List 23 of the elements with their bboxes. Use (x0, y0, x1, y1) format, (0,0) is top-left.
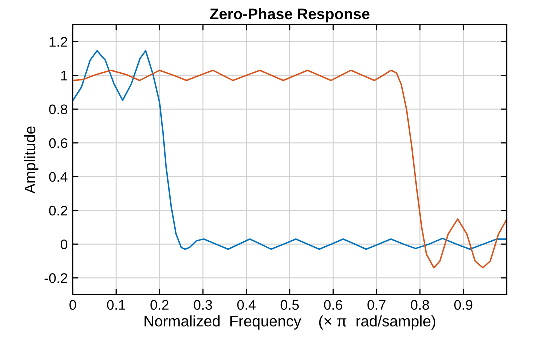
x-tick-label: 0.6 (324, 300, 342, 310)
y-tick-label: 0.6 (49, 138, 68, 148)
x-tick-label: 0.1 (107, 300, 126, 310)
y-axis-title: Amplitude (24, 126, 39, 194)
x-tick-label: 0.8 (411, 300, 430, 310)
x-tick-label: 0.4 (237, 300, 256, 310)
line-series (73, 70, 507, 269)
y-tick-label: 0.4 (49, 172, 68, 182)
y-tick-label: 1.2 (50, 37, 68, 47)
x-tick-label: 0.7 (368, 300, 386, 310)
y-tick-label: 0 (60, 240, 68, 250)
x-tick-label: 0 (70, 300, 76, 310)
x-axis-title: Normalized Frequency (× π rad/sample) (144, 316, 436, 330)
line-series (73, 50, 507, 250)
x-tick-label: 0.9 (454, 300, 473, 310)
x-tick-label: 0.5 (280, 300, 300, 310)
x-tick-label: 0.3 (194, 300, 212, 310)
y-tick-label: -0.2 (44, 273, 68, 284)
y-tick-label: 0.8 (49, 104, 68, 115)
chart-title: Zero-Phase Response (210, 8, 370, 23)
x-tick-label: 0.2 (150, 300, 169, 310)
y-tick-label: 0.2 (49, 206, 68, 216)
y-tick-label: 1 (61, 71, 68, 81)
